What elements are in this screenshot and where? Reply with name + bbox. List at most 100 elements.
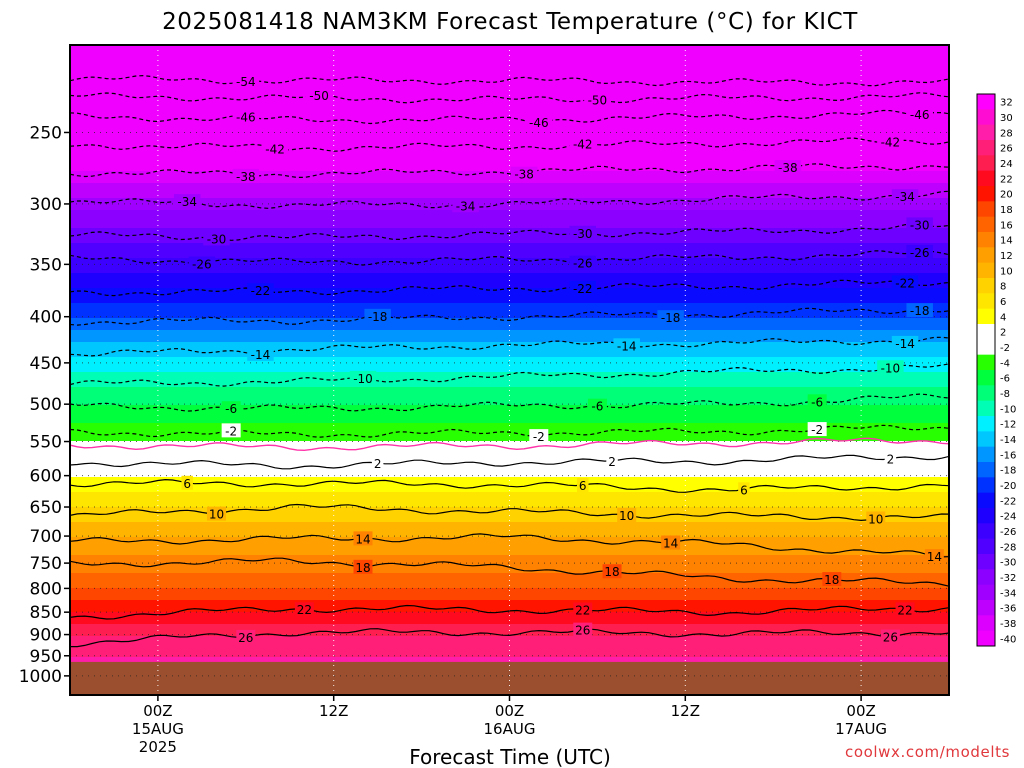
x-tick-label: 12Z	[671, 702, 700, 720]
field-band	[70, 396, 949, 400]
field-band	[70, 138, 949, 142]
colorbar-swatch	[977, 186, 995, 202]
contour-line	[70, 250, 949, 266]
colorbar-frame	[976, 93, 996, 647]
y-tick-label: 300	[30, 195, 62, 215]
field-band	[70, 336, 949, 340]
colorbar-label: -38	[1000, 619, 1016, 630]
field-band	[70, 360, 949, 364]
field-band	[70, 306, 949, 310]
contour-label: -2	[533, 430, 545, 444]
field-band	[70, 81, 949, 85]
contour-label-bg	[661, 535, 681, 550]
field-band	[70, 378, 949, 382]
field-band	[70, 267, 949, 271]
y-tick-label: 600	[30, 467, 62, 487]
contour-label: 14	[355, 532, 370, 546]
field-band	[70, 411, 949, 415]
field-band	[70, 408, 949, 412]
field-band	[70, 243, 949, 247]
field-band	[70, 381, 949, 385]
field-band	[70, 555, 949, 559]
contour-label: -14	[617, 339, 637, 353]
field-band	[70, 561, 949, 565]
contour-label-bg	[221, 423, 241, 438]
contour-label-bg	[891, 189, 919, 204]
contour-label-bg	[822, 572, 842, 587]
contour-label-bg	[880, 629, 900, 644]
contour-label-bg	[895, 602, 915, 617]
contour-label-bg	[606, 453, 618, 468]
contour-label-bg	[587, 398, 607, 413]
contour-label: -18	[661, 311, 681, 325]
field-band	[70, 330, 949, 334]
colorbar-label: 30	[1000, 113, 1013, 124]
contour-label: -26	[573, 257, 593, 271]
contour-label-bg	[906, 244, 933, 259]
contour-label: 18	[824, 573, 839, 587]
colorbar-label: 18	[1000, 205, 1013, 216]
colorbar-label: -20	[1000, 481, 1016, 492]
contour-label-bg	[353, 559, 373, 574]
field-band	[70, 402, 949, 406]
contour-line	[70, 363, 949, 387]
field-band	[70, 273, 949, 277]
colorbar-swatch	[977, 232, 995, 248]
contour-label-bg	[891, 275, 919, 290]
field-band	[70, 501, 949, 505]
field-band	[70, 240, 949, 244]
field-band	[70, 612, 949, 616]
y-tick-label: 900	[30, 626, 62, 646]
field-band	[70, 126, 949, 130]
colorbar-label: -32	[1000, 573, 1016, 584]
contour-line	[70, 307, 949, 326]
x-tick-label: 00Z	[846, 702, 875, 720]
colorbar-swatch	[977, 462, 995, 478]
field-band	[70, 375, 949, 379]
field-band	[70, 477, 949, 481]
colorbar-label: -14	[1000, 435, 1016, 446]
field-band	[70, 237, 949, 241]
y-tick-label: 750	[30, 554, 62, 574]
x-tick-label: 00Z	[143, 702, 172, 720]
contour-label: -6	[811, 395, 823, 409]
contour-line	[70, 393, 949, 412]
contour-line	[70, 437, 949, 452]
colorbar-label: 20	[1000, 190, 1013, 201]
contour-label-bg	[866, 511, 886, 526]
contour-label-bg	[232, 168, 260, 183]
contour-label-bg	[807, 422, 827, 437]
field-band	[70, 567, 949, 571]
contour-label: -42	[265, 143, 285, 157]
field-band	[70, 576, 949, 580]
contour-line	[70, 557, 949, 587]
chart-title: 2025081418 NAM3KM Forecast Temperature (…	[162, 9, 858, 35]
field-band	[70, 648, 949, 652]
colorbar-swatch	[977, 523, 995, 540]
colorbar-swatch	[977, 216, 995, 233]
field-band	[70, 45, 949, 49]
colorbar-swatch	[977, 400, 995, 417]
field-band	[70, 276, 949, 280]
contour-label-bg	[188, 256, 216, 271]
field-band	[70, 312, 949, 316]
colorbar-label: 14	[1000, 236, 1013, 247]
colorbar-label: -36	[1000, 604, 1016, 615]
field-band	[70, 156, 949, 160]
field-band	[70, 552, 949, 556]
colorbar-swatch	[977, 339, 995, 356]
field-band	[70, 456, 949, 460]
field-band	[70, 660, 949, 664]
field-band	[70, 102, 949, 106]
contour-label: -30	[207, 232, 227, 246]
field-band	[70, 198, 949, 202]
colorbar-swatch	[977, 446, 995, 463]
colorbar-swatch	[977, 584, 995, 601]
field-band	[70, 180, 949, 184]
field-band	[70, 192, 949, 196]
field-band	[70, 423, 949, 427]
contour-label: -22	[573, 282, 593, 296]
field-band	[70, 483, 949, 487]
field-band	[70, 246, 949, 250]
contour-label-bg	[569, 280, 596, 295]
